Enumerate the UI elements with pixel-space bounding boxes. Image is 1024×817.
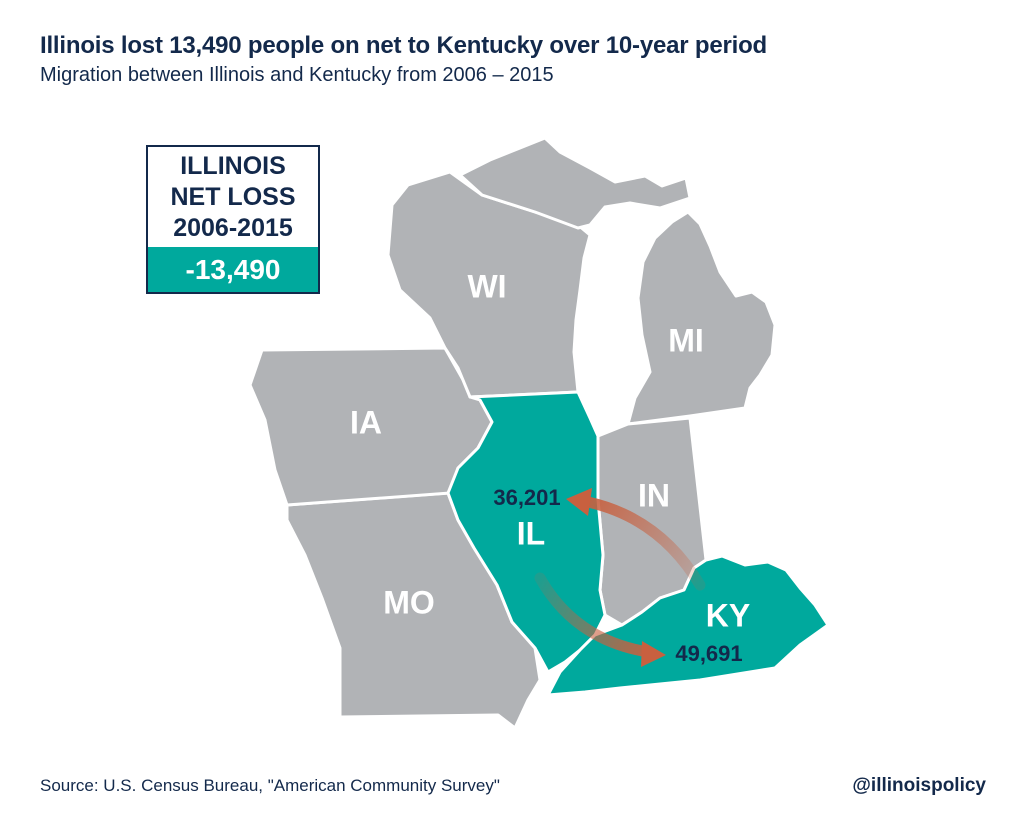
flow-ky-to-il-value: 36,201 (493, 485, 561, 510)
label-mi: MI (668, 322, 704, 359)
social-handle: @illinoispolicy (852, 775, 986, 796)
flow-il-to-ky-value: 49,691 (675, 641, 743, 666)
label-mo: MO (383, 584, 435, 621)
chart-subtitle: Migration between Illinois and Kentucky … (40, 64, 554, 86)
label-ia: IA (350, 404, 382, 441)
net-loss-line2: NET LOSS (170, 182, 296, 211)
label-in: IN (638, 477, 670, 514)
net-loss-line1: ILLINOIS (180, 151, 286, 180)
net-loss-line3: 2006-2015 (173, 213, 293, 242)
state-illinois (446, 390, 607, 674)
arrowhead-ky-to-il (566, 488, 592, 516)
chart-title: Illinois lost 13,490 people on net to Ke… (40, 32, 768, 59)
net-loss-heading: ILLINOIS NET LOSS 2006-2015 (148, 147, 318, 247)
arrow-il-to-ky (534, 572, 654, 658)
arrow-ky-to-il (582, 496, 706, 591)
state-michigan-lower (626, 210, 777, 426)
arrowhead-il-to-ky (641, 641, 666, 667)
net-loss-box: ILLINOIS NET LOSS 2006-2015 -13,490 (146, 145, 320, 294)
source-note: Source: U.S. Census Bureau, "American Co… (40, 776, 500, 795)
state-michigan-upper (458, 136, 692, 230)
label-il: IL (516, 515, 546, 552)
state-kentucky (546, 554, 830, 697)
label-wi: WI (467, 268, 507, 305)
net-loss-value: -13,490 (148, 247, 318, 292)
label-ky: KY (705, 597, 751, 634)
